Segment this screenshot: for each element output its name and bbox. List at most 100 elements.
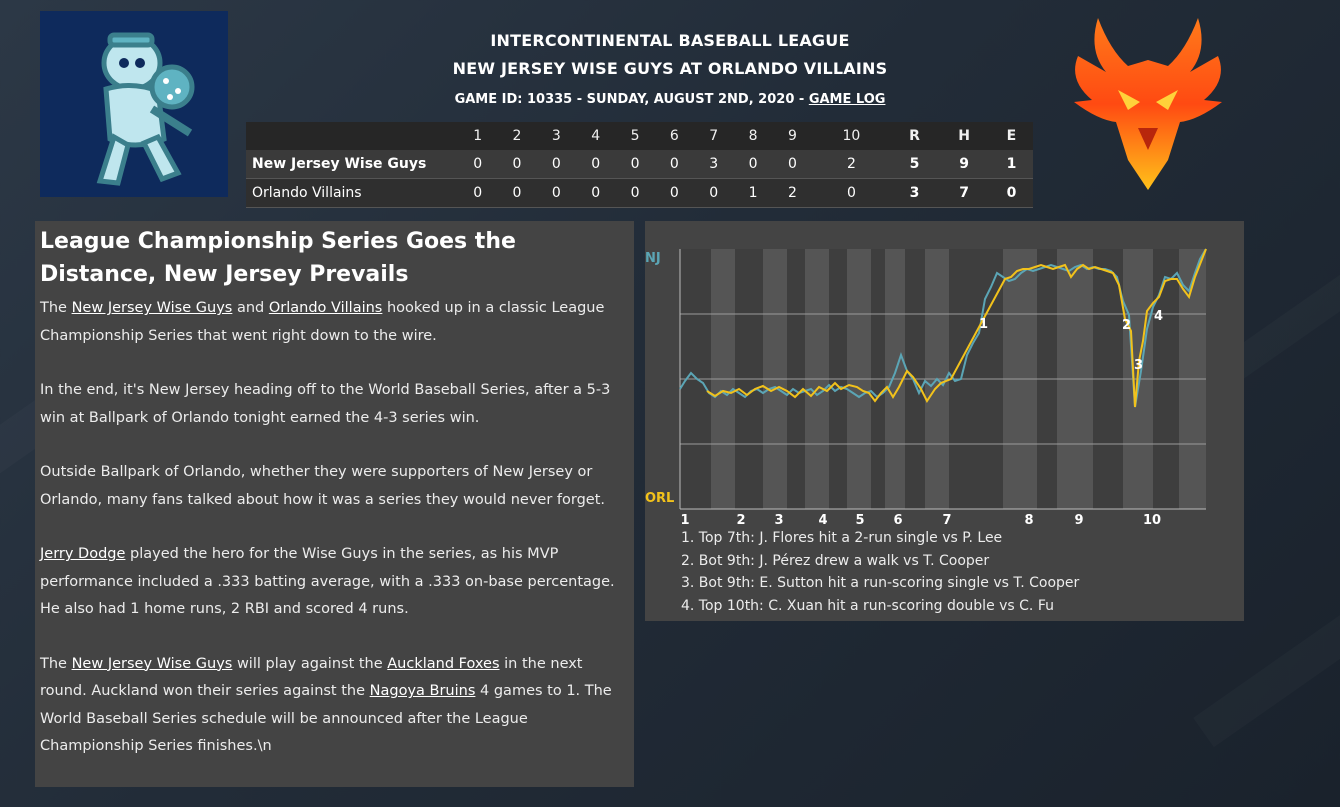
inning-score: 0 [458,178,498,208]
team-name[interactable]: New Jersey Wise Guys [246,150,458,179]
team-name[interactable]: Orlando Villains [246,178,458,208]
inning-score: 0 [497,150,537,179]
away-team-logo [40,11,228,197]
event-marker: 4 [1154,309,1163,324]
story-text: 4 games to 1. The World Baseball Series … [40,683,612,754]
inning-header: 2 [512,128,522,144]
line-score-table: 1 2 3 4 5 6 7 8 9 10 R H E New Jersey Wi… [246,122,1033,208]
story-text: and [232,300,269,316]
list-item: 3. Bot 9th: E. Sutton hit a run-scoring … [681,575,1080,591]
hits-total: 7 [938,178,990,208]
inning-score: 0 [615,150,655,179]
inning-tick-label: 7 [942,513,951,526]
story-paragraph: The New Jersey Wise Guys and Orlando Vil… [40,295,628,350]
story-headline: League Championship Series Goes the Dist… [40,229,516,287]
event-markers: 1 2 3 4 [979,309,1163,373]
orl-axis-label: ORL [645,491,674,506]
inning-header: 9 [787,128,797,144]
inning-score: 2 [772,178,813,208]
story-text: The [40,300,72,316]
hits-total: 9 [938,150,990,179]
story-text: will play against the [232,655,388,672]
home-team-logo [1058,10,1238,195]
inning-header: 1 [473,128,483,144]
game-log-link[interactable]: GAME LOG [808,92,886,107]
table-row: Orlando Villains 0 0 0 0 0 0 0 1 2 0 3 7… [246,178,1033,208]
inning-tick-label: 9 [1074,513,1083,526]
team-link[interactable]: New Jersey Wise Guys [71,655,233,672]
wise-guys-mascot-icon [96,32,195,186]
inning-tick-label: 3 [774,513,783,526]
inning-header: 7 [709,128,719,144]
runs-total: 3 [890,178,939,208]
inning-score: 0 [733,150,773,179]
hits-header: H [958,128,970,144]
player-link[interactable]: Jerry Dodge [40,546,126,562]
story-paragraph: In the end, it's New Jersey heading off … [40,382,611,426]
inning-header: 6 [669,128,679,144]
nj-axis-label: NJ [645,251,661,266]
inning-score: 0 [615,178,655,208]
win-probability-graph: NJ ORL 1 2 3 4 1 2 3 4 5 6 7 8 9 10 [645,248,1207,526]
errors-header: E [1006,128,1017,144]
story-text: hooked up in a classic League Championsh… [40,300,605,344]
inning-header: 5 [630,128,640,144]
runs-header: R [909,128,920,144]
story-paragraph: Outside Ballpark of Orlando, whether the… [40,464,606,508]
team-link[interactable]: New Jersey Wise Guys [71,300,233,316]
orl-probability-line [706,248,1207,408]
runs-total: 5 [890,150,939,179]
team-column-header [246,122,458,150]
grid-lines [680,313,1206,445]
game-header: INTERCONTINENTAL BASEBALL LEAGUE NEW JER… [380,27,960,115]
list-item: 1. Top 7th: J. Flores hit a 2-run single… [681,530,1003,546]
win-probability-panel: NJ ORL 1 2 3 4 1 2 3 4 5 6 7 8 9 10 1. T… [645,221,1244,621]
inning-axis-labels: 1 2 3 4 5 6 7 8 9 10 [680,513,1161,526]
inning-score: 0 [772,150,813,179]
inning-header: 8 [748,128,758,144]
inning-tick-label: 10 [1143,513,1161,526]
team-link[interactable]: Orlando Villains [268,300,383,316]
inning-score: 0 [497,178,537,208]
villains-demon-icon [1074,18,1222,190]
inning-score: 0 [458,150,498,179]
story-text: played the hero for the Wise Guys in the… [40,546,615,617]
errors-total: 0 [989,178,1033,208]
errors-total: 1 [989,150,1033,179]
list-item: 2. Bot 9th: J. Pérez drew a walk vs T. C… [681,552,990,569]
inning-header: 4 [591,128,601,144]
inning-score: 2 [812,150,891,179]
line-score-header: 1 2 3 4 5 6 7 8 9 10 R H E [246,122,1033,150]
team-link[interactable]: Nagoya Bruins [369,683,476,699]
event-marker: 3 [1134,358,1143,373]
league-name: INTERCONTINENTAL BASEBALL LEAGUE [490,31,850,50]
inning-score: 0 [654,150,695,179]
inning-score: 3 [694,150,734,179]
inning-tick-label: 4 [818,513,827,526]
list-item: 4. Top 10th: C. Xuan hit a run-scoring d… [681,597,1054,614]
inning-score: 0 [654,178,695,208]
event-marker: 2 [1122,318,1131,333]
team-link[interactable]: Auckland Foxes [387,655,500,672]
game-story: League Championship Series Goes the Dist… [35,221,634,787]
story-text: The [40,655,72,672]
inning-score: 1 [733,178,773,208]
game-id-date: GAME ID: 10335 - SUNDAY, AUGUST 2ND, 202… [454,92,809,107]
inning-score: 0 [812,178,891,208]
game-info: GAME ID: 10335 - SUNDAY, AUGUST 2ND, 202… [380,85,960,115]
matchup-title: NEW JERSEY WISE GUYS AT ORLANDO VILLAINS [452,59,888,78]
event-marker: 1 [979,317,988,332]
inning-tick-label: 1 [680,513,689,526]
inning-tick-label: 2 [736,513,745,526]
inning-score: 0 [576,178,616,208]
inning-score: 0 [576,150,616,179]
inning-header: 10 [842,128,861,144]
story-text: in the next round. Auckland won their se… [40,655,583,700]
inning-tick-label: 6 [893,513,902,526]
story-paragraph: Jerry Dodge played the hero for the Wise… [40,541,628,624]
inning-tick-label: 8 [1024,513,1033,526]
inning-score: 0 [694,178,734,208]
inning-score: 0 [536,178,577,208]
inning-score: 0 [536,150,577,179]
inning-header: 3 [551,128,561,144]
